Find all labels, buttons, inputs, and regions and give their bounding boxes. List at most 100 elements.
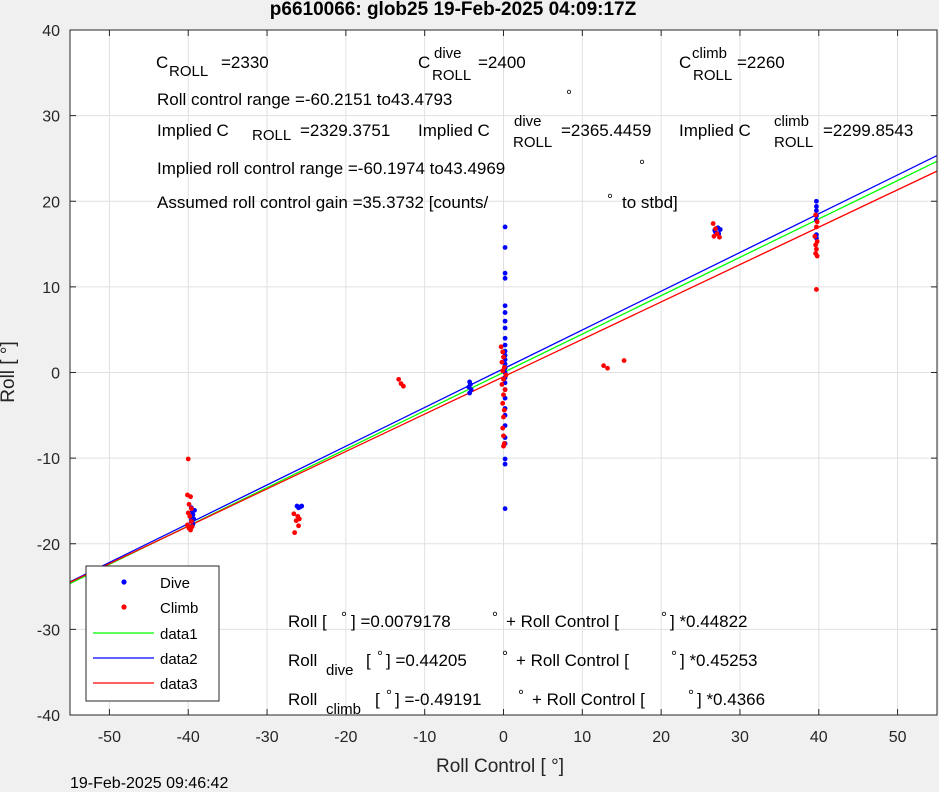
c-roll-prefix: C	[156, 53, 168, 72]
fit-climb-e: ] *0.4366	[697, 690, 765, 709]
degree-marker: °	[502, 648, 508, 665]
fit-climb-b: [	[375, 690, 380, 709]
y-tick-label: 0	[51, 366, 60, 383]
point-climb	[717, 234, 722, 240]
legend-marker-climb	[121, 604, 127, 610]
fit-dive-c: ] =0.44205	[386, 651, 467, 670]
c-climb-sub: ROLL	[693, 67, 732, 84]
timestamp: 19-Feb-2025 09:46:42	[70, 775, 228, 792]
degree-marker: °	[661, 609, 667, 626]
point-climb	[814, 287, 819, 292]
fit-dive-d: + Roll Control [	[516, 651, 629, 670]
gain-text: Assumed roll control gain =35.3732 [coun…	[157, 193, 489, 212]
implied-dive-value: =2365.4459	[561, 121, 651, 140]
degree-marker: °	[518, 687, 524, 704]
degree-marker: °	[639, 157, 645, 174]
implied-dive-sub: ROLL	[513, 134, 552, 151]
point-dive	[814, 198, 819, 204]
point-climb	[501, 433, 506, 439]
degree-marker: °	[688, 687, 694, 704]
point-climb	[502, 387, 508, 393]
point-climb	[187, 513, 193, 519]
implied-dive-sup: dive	[514, 113, 542, 130]
point-climb	[186, 501, 192, 507]
axis-ticks: -50 -40 -30 -20 -10 0 10 20 30 40 50 -40 -30 -20 -10 0 1…	[37, 23, 937, 746]
point-dive	[502, 456, 508, 462]
x-tick-label: 0	[499, 729, 508, 746]
y-tick-label: 20	[42, 194, 60, 211]
legend-label-dive: Dive	[160, 575, 190, 592]
point-climb	[498, 344, 504, 350]
point-climb	[293, 518, 299, 524]
y-tick-label: -20	[37, 537, 60, 554]
legend-label-data1: data1	[160, 626, 198, 643]
point-climb	[813, 242, 819, 248]
x-tick-label: 30	[731, 729, 749, 746]
c-dive-prefix: C	[418, 53, 430, 72]
y-axis-label: Roll [ °]	[0, 341, 19, 402]
x-tick-label: 20	[652, 729, 670, 746]
degree-marker: °	[566, 87, 572, 104]
point-climb	[713, 226, 718, 232]
point-dive	[502, 318, 508, 324]
legend-label-climb: Climb	[160, 600, 198, 617]
chart-title: p6610066: glob25 19-Feb-2025 04:09:17Z	[270, 0, 637, 20]
point-climb	[501, 392, 506, 398]
point-climb	[812, 233, 818, 239]
fit-climb-prefix: Roll	[288, 690, 317, 709]
x-tick-label: -10	[413, 729, 436, 746]
fit-climb-c: ] =-0.49191	[395, 690, 482, 709]
legend: Dive Climb data1 data2 data3	[85, 565, 220, 702]
point-dive	[502, 245, 508, 250]
x-tick-label: 10	[573, 729, 591, 746]
point-climb	[503, 372, 509, 378]
point-dive	[502, 342, 508, 348]
x-tick-label: -40	[177, 729, 200, 746]
x-tick-label: 40	[810, 729, 828, 746]
point-climb	[500, 368, 506, 374]
degree-marker: °	[492, 609, 498, 626]
x-axis-label: Roll Control [ °]	[436, 756, 564, 777]
point-dive	[502, 310, 508, 315]
point-dive	[717, 227, 723, 232]
fit-dive-prefix: Roll	[288, 651, 317, 670]
degree-marker: °	[377, 648, 383, 665]
fit-all-d: ] *0.44822	[670, 612, 748, 631]
c-dive-value: =2400	[478, 53, 526, 72]
point-climb	[501, 407, 507, 413]
scatter-points	[185, 198, 820, 536]
point-climb	[499, 382, 505, 387]
fit-all-b: ] =0.0079178	[351, 612, 451, 631]
fit-all-a: Roll [	[288, 612, 327, 631]
point-climb	[188, 519, 194, 524]
point-dive	[502, 335, 508, 341]
point-climb	[710, 221, 716, 226]
implied-climb-value: =2299.8543	[823, 121, 913, 140]
roll-range-text: Roll control range =-60.2151 to43.4793	[157, 90, 452, 109]
fit-dive-b: [	[366, 651, 371, 670]
point-climb	[500, 425, 506, 431]
c-climb-value: =2260	[737, 53, 785, 72]
c-climb-prefix: C	[679, 53, 691, 72]
point-climb	[296, 523, 301, 529]
point-climb	[499, 359, 505, 365]
point-climb	[601, 363, 606, 369]
degree-marker: °	[671, 648, 677, 665]
point-climb	[292, 530, 298, 536]
y-tick-label: 10	[42, 280, 60, 297]
point-climb	[401, 383, 406, 389]
x-tick-label: -50	[98, 729, 121, 746]
point-climb	[605, 365, 610, 371]
point-climb	[188, 506, 194, 512]
fit-all-c: + Roll Control [	[506, 612, 619, 631]
degree-marker: °	[607, 191, 613, 208]
x-tick-label: -30	[255, 729, 278, 746]
legend-label-data3: data3	[160, 676, 198, 693]
point-dive	[502, 270, 508, 276]
implied-c-prefix: Implied C	[157, 121, 229, 140]
gain-suffix: to stbd]	[622, 193, 678, 212]
fit-climb-d: + Roll Control [	[532, 690, 645, 709]
point-dive	[502, 325, 508, 331]
point-climb	[813, 212, 819, 218]
implied-c-sub: ROLL	[252, 127, 291, 144]
